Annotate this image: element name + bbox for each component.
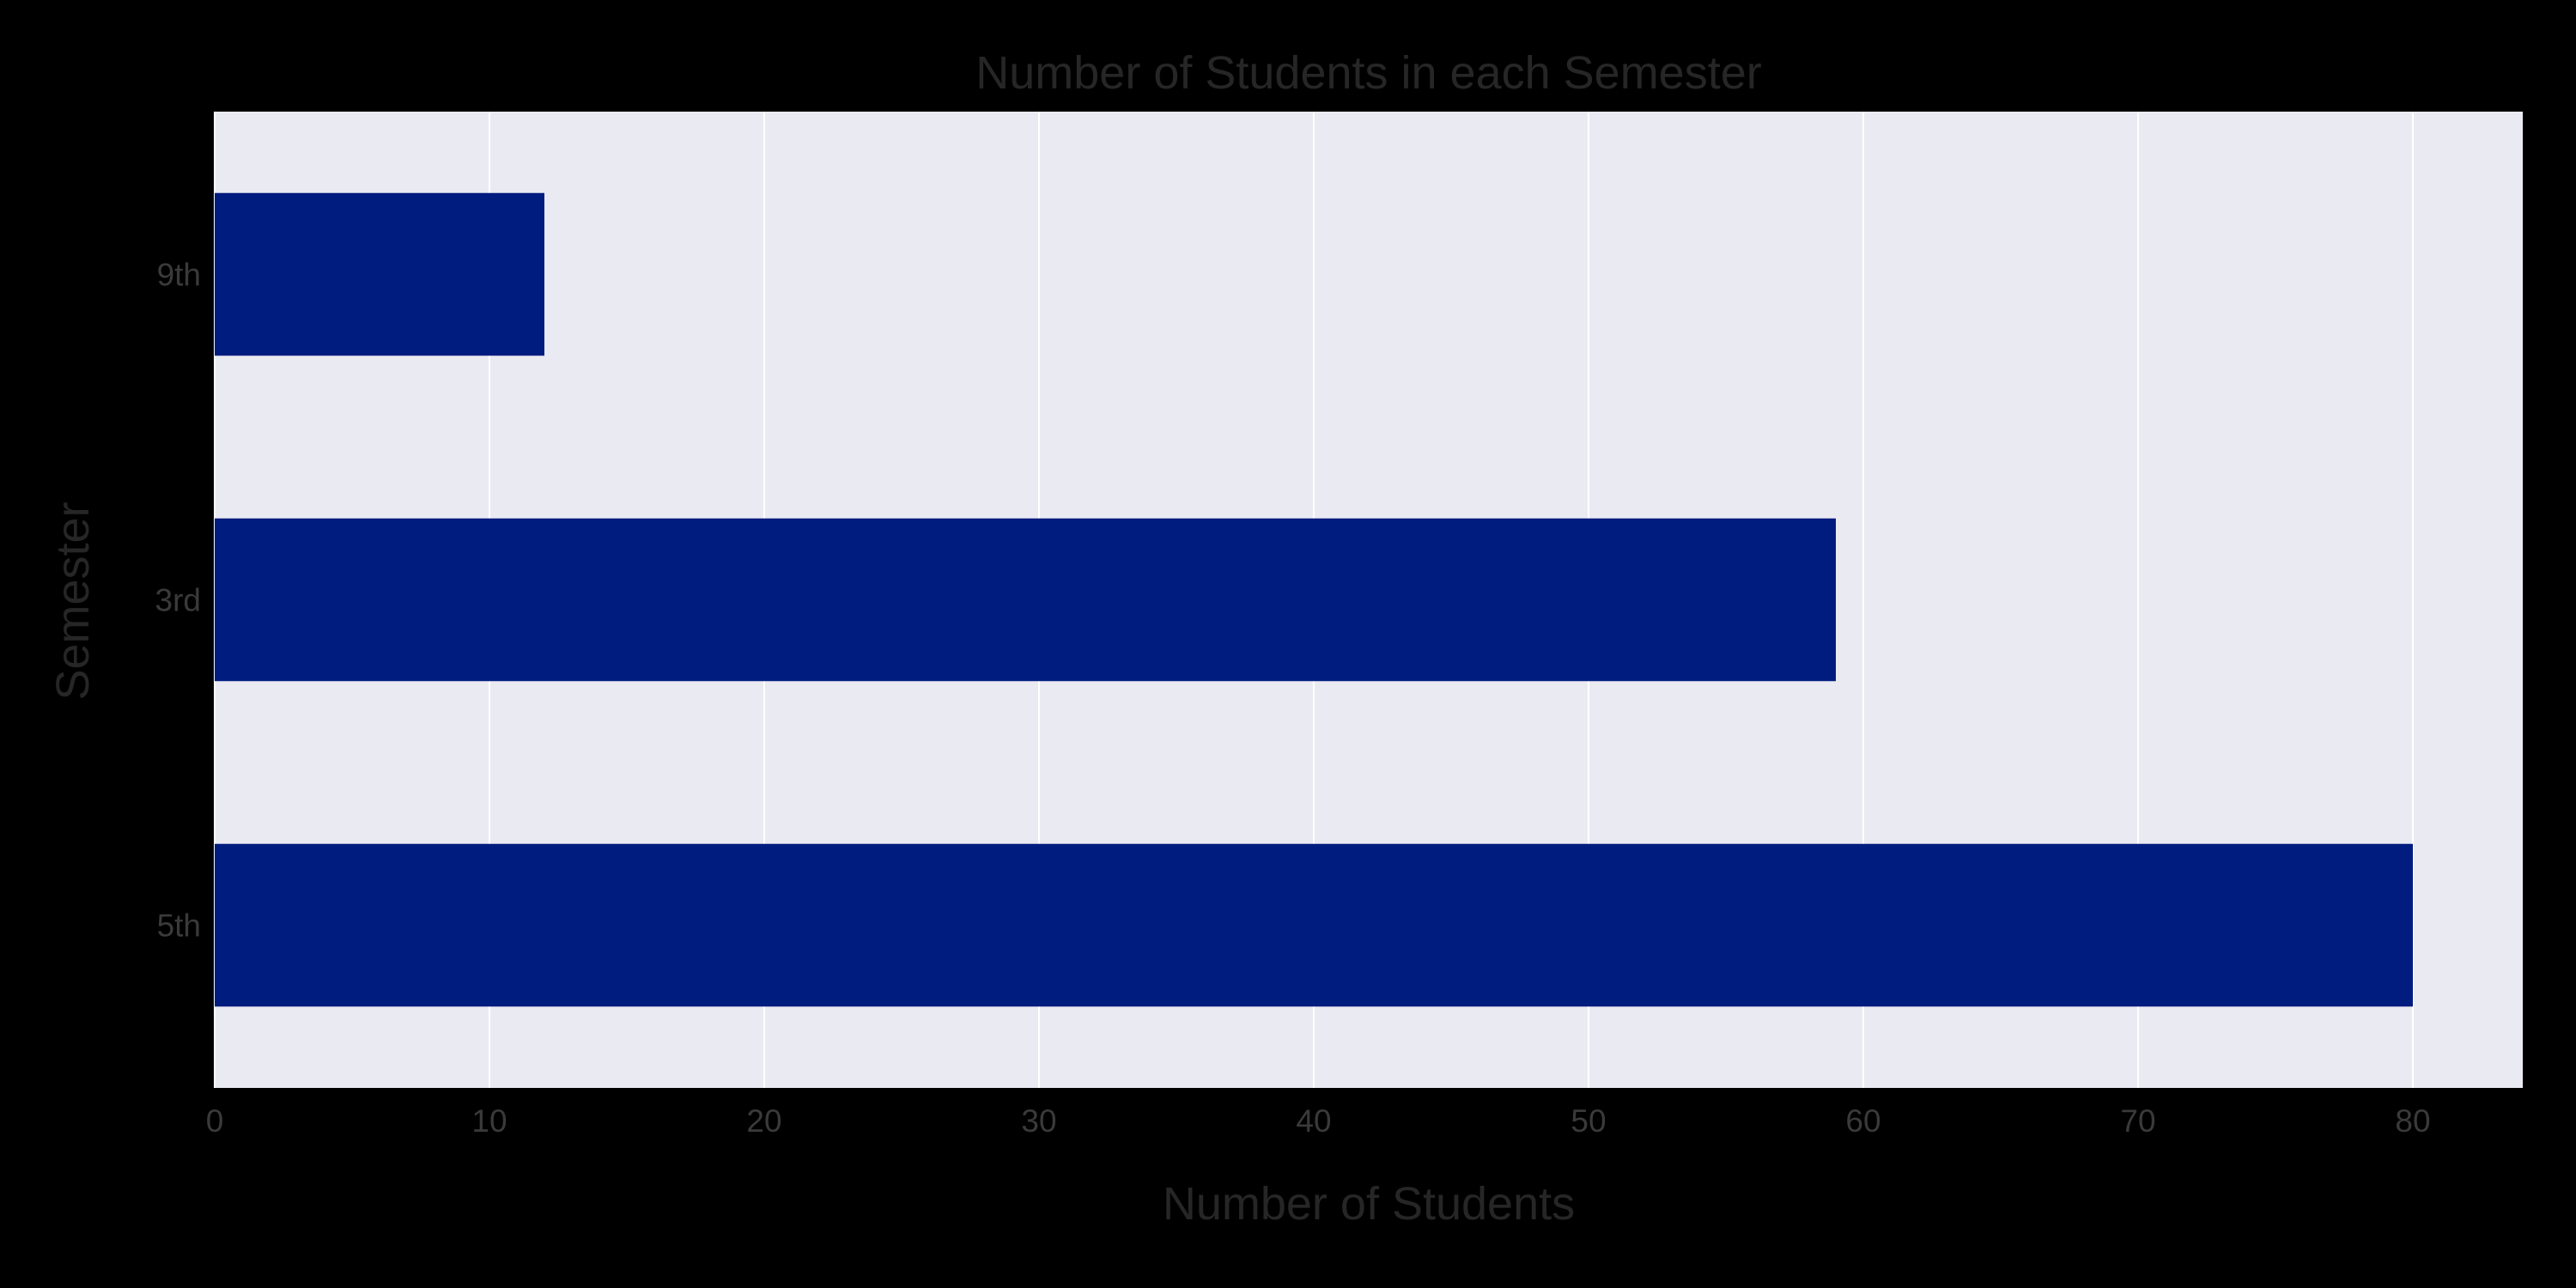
x-tick-label: 20 xyxy=(746,1103,781,1139)
y-tick-label: 9th xyxy=(157,258,201,293)
bar-5th xyxy=(215,843,2413,1007)
x-tick-label: 10 xyxy=(471,1103,507,1139)
x-tick-labels: 0 10 20 30 40 50 60 70 80 xyxy=(206,1103,2431,1139)
x-tick-label: 60 xyxy=(1845,1103,1880,1139)
x-axis-label: Number of Students xyxy=(1163,1178,1575,1230)
x-tick-label: 70 xyxy=(2120,1103,2155,1139)
bar-9th xyxy=(215,192,544,356)
y-tick-label: 3rd xyxy=(155,583,201,618)
x-tick-label: 50 xyxy=(1571,1103,1606,1139)
y-axis-label: Semester xyxy=(47,501,99,700)
chart-title: Number of Students in each Semester xyxy=(975,47,1761,99)
x-tick-label: 30 xyxy=(1021,1103,1056,1139)
y-tick-label: 5th xyxy=(157,908,201,944)
bar-3rd xyxy=(215,518,1836,682)
x-tick-label: 80 xyxy=(2395,1103,2430,1139)
y-tick-labels: 5th 3rd 9th xyxy=(155,258,201,944)
x-tick-label: 0 xyxy=(206,1103,224,1139)
bars xyxy=(215,192,2413,1007)
x-tick-label: 40 xyxy=(1296,1103,1331,1139)
